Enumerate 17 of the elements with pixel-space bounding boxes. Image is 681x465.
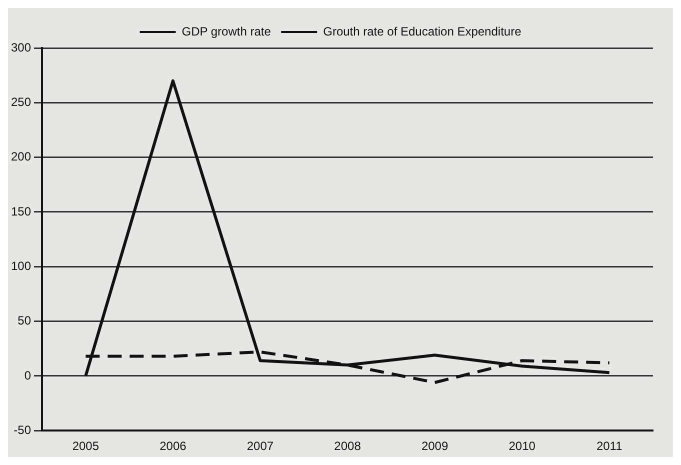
legend-label: Grouth rate of Education Expenditure bbox=[323, 24, 522, 38]
y-tick-label: 150 bbox=[10, 204, 32, 218]
y-tick-label: 50 bbox=[18, 314, 32, 328]
x-tick-label: 2009 bbox=[421, 439, 448, 454]
legend-label: GDP growth rate bbox=[182, 24, 272, 38]
x-tick-label: 2006 bbox=[160, 439, 187, 454]
y-tick-label: 250 bbox=[10, 94, 32, 109]
x-tick-label: 2008 bbox=[334, 439, 362, 454]
y-tick-label: 200 bbox=[10, 150, 32, 164]
y-tick-label: -50 bbox=[14, 422, 32, 437]
y-tick-label: 0 bbox=[24, 368, 32, 382]
x-tick-label: 2005 bbox=[72, 439, 100, 454]
y-tick-label: 100 bbox=[10, 258, 32, 273]
y-tick-label: 300 bbox=[10, 40, 32, 54]
x-tick-label: 2007 bbox=[246, 439, 274, 454]
x-tick-label: 2011 bbox=[596, 439, 623, 454]
x-tick-label: 2010 bbox=[508, 439, 536, 454]
